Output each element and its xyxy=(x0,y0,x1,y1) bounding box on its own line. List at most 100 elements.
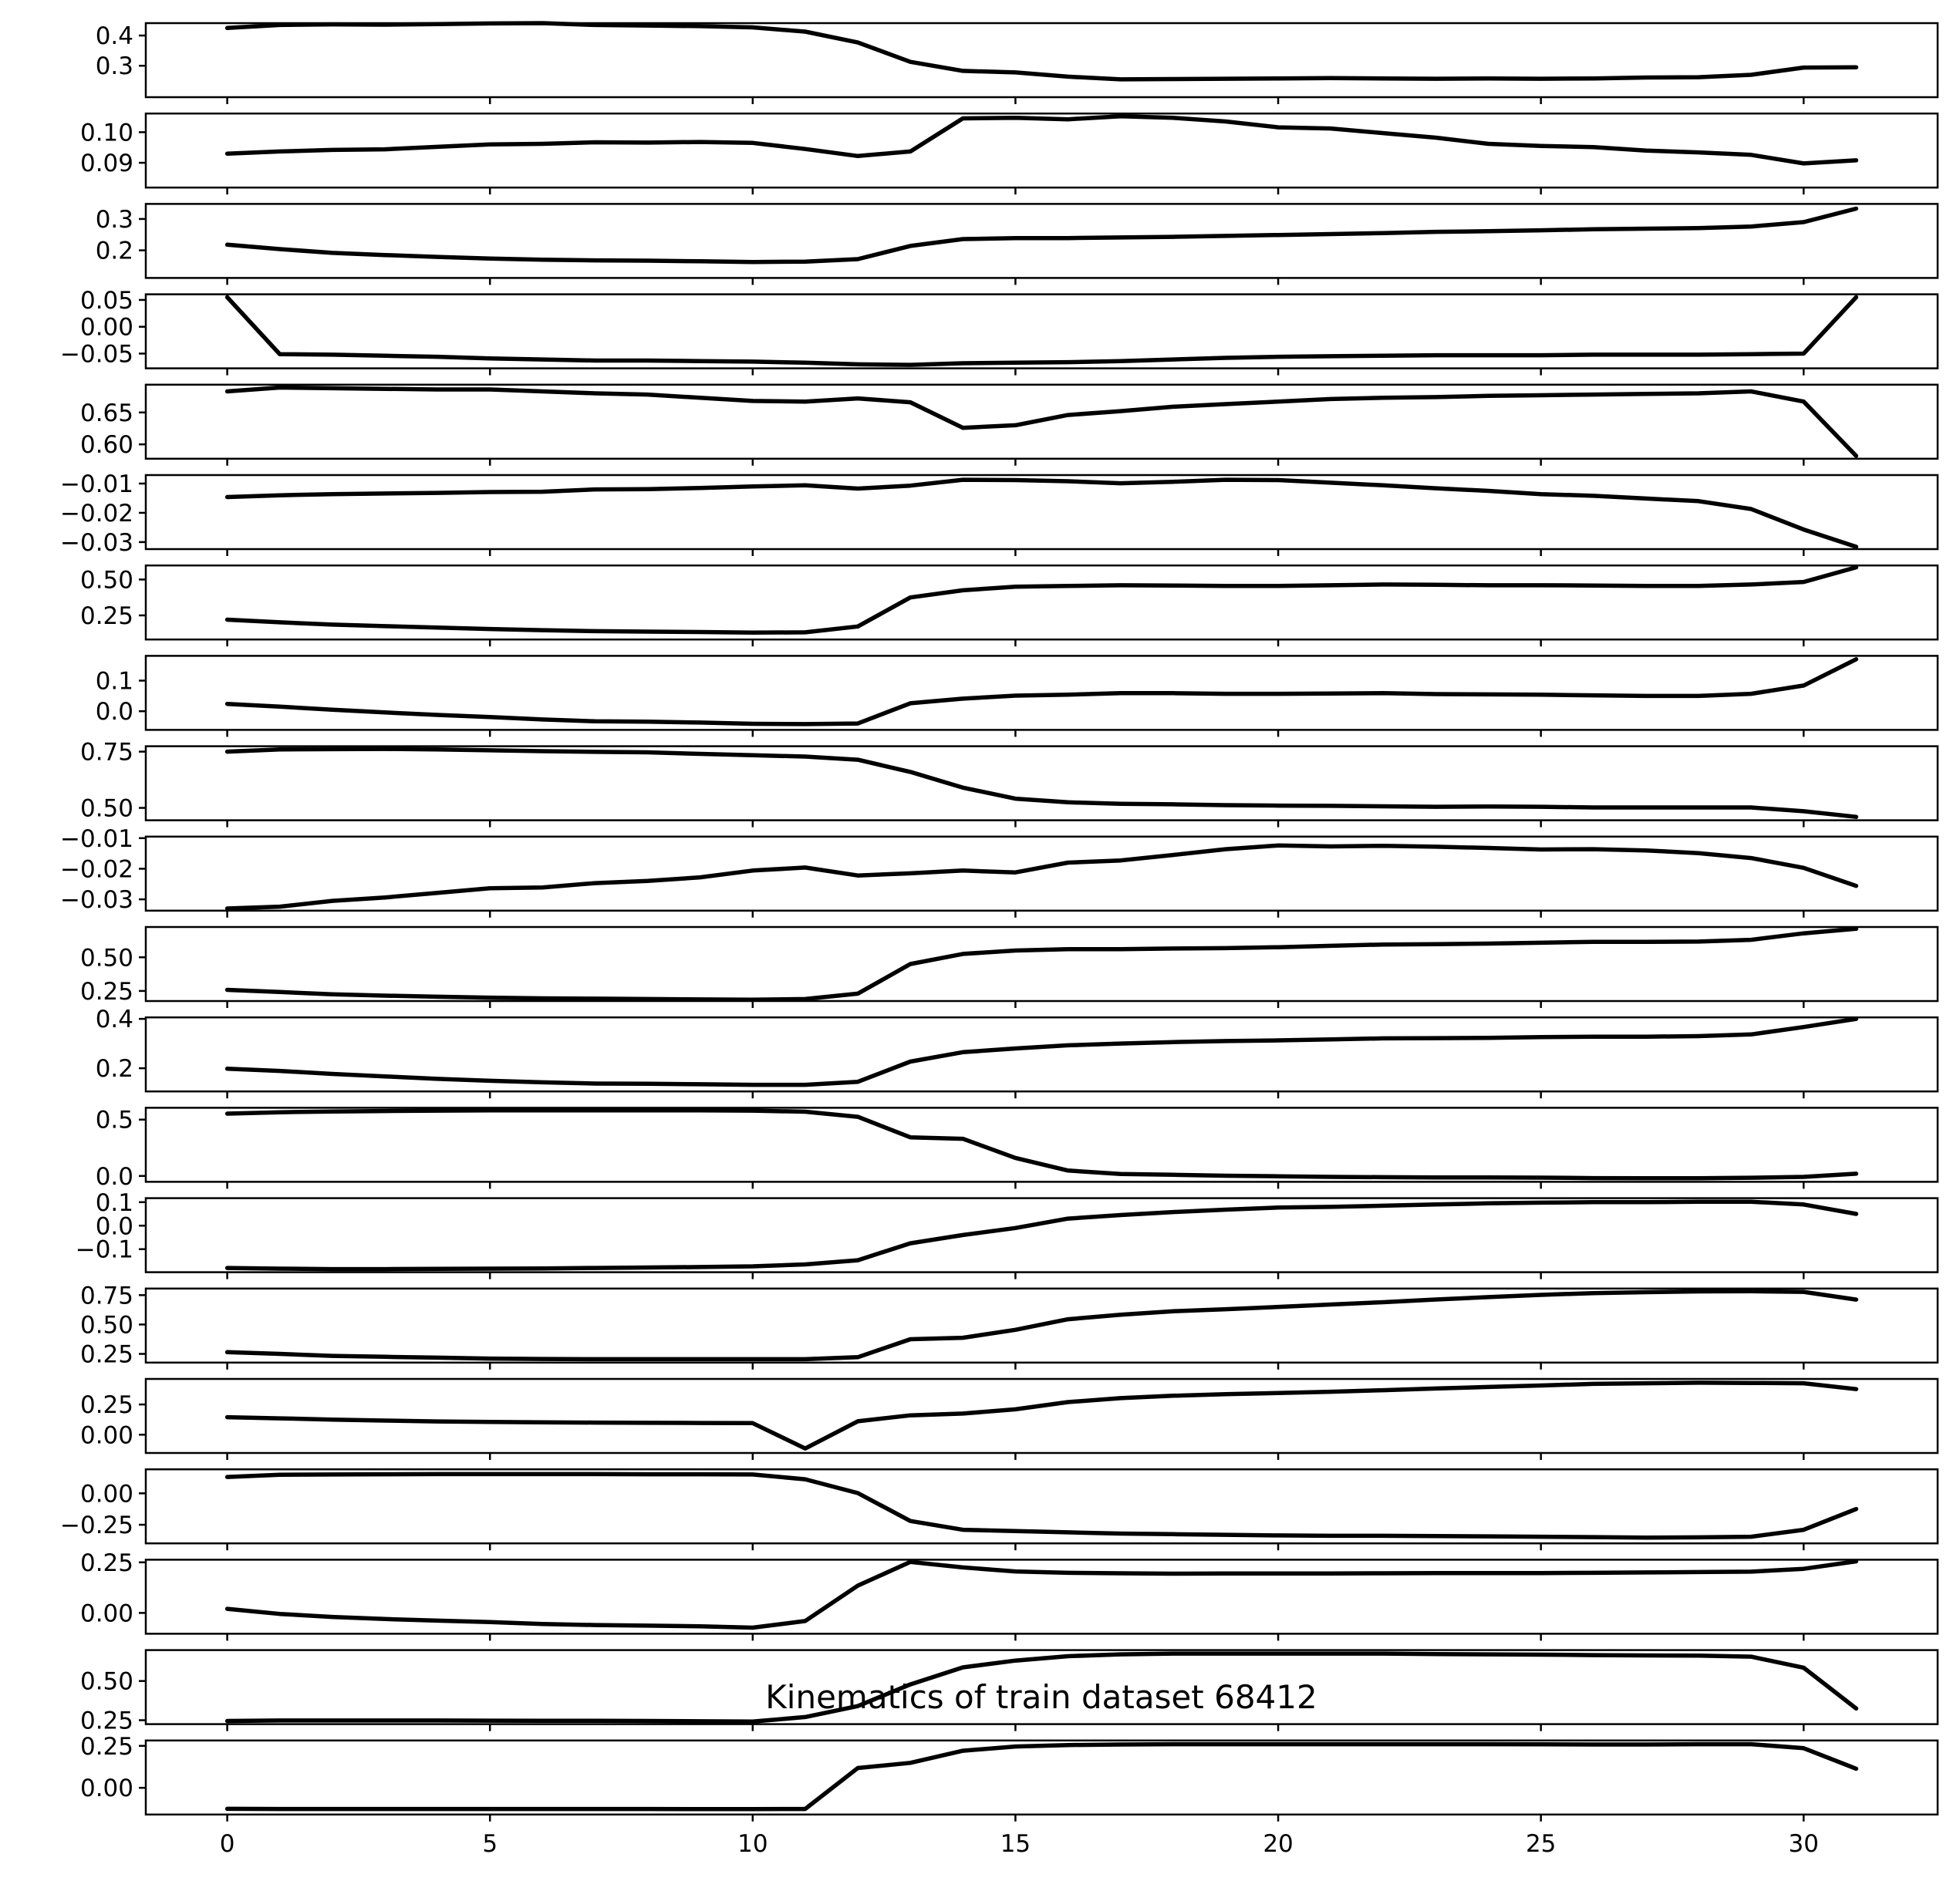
y-tick-label: 0.4 xyxy=(96,1006,133,1033)
series-line-14 xyxy=(224,1199,1859,1272)
y-tick-label: −0.01 xyxy=(60,470,133,498)
axes-frame xyxy=(144,203,1939,279)
axes-frame xyxy=(144,1468,1939,1545)
y-tick-label: −0.01 xyxy=(60,825,133,853)
axes-frame xyxy=(144,564,1939,641)
series-line-6 xyxy=(224,477,1859,549)
axes-frame xyxy=(144,1197,1939,1273)
axes-frame xyxy=(144,655,1939,731)
series-line-3 xyxy=(224,206,1859,265)
y-tick-label: 0.3 xyxy=(96,52,133,80)
x-tick-label: 15 xyxy=(1000,1830,1031,1858)
axes-frame xyxy=(144,383,1939,460)
x-tick-label: 20 xyxy=(1263,1830,1293,1858)
subplot-panels: 0.30.40.090.100.20.3−0.050.000.050.600.6… xyxy=(60,21,1939,1858)
y-tick-label: 0.5 xyxy=(96,1107,133,1134)
y-tick-label: 0.00 xyxy=(80,1775,133,1802)
subplot-1: 0.30.4 xyxy=(96,21,1939,104)
series-line-18 xyxy=(224,1559,1859,1630)
series-line-8 xyxy=(224,657,1859,726)
y-tick-label: 0.50 xyxy=(80,795,133,823)
x-tick-label: 10 xyxy=(737,1830,767,1858)
series-line-4 xyxy=(224,295,1859,367)
subplot-6: −0.03−0.02−0.01 xyxy=(60,470,1939,557)
y-tick-label: 0.50 xyxy=(80,566,133,594)
y-tick-label: 0.50 xyxy=(80,944,133,972)
series-line-20 xyxy=(224,1741,1859,1812)
axes-frame xyxy=(144,1107,1939,1183)
y-tick-label: 0.60 xyxy=(80,431,133,459)
axes-frame xyxy=(144,1287,1939,1364)
y-tick-label: 0.65 xyxy=(80,399,133,427)
x-tick-label: 0 xyxy=(220,1830,235,1858)
y-tick-label: 0.75 xyxy=(80,1282,133,1310)
y-tick-label: −0.02 xyxy=(60,500,133,528)
axes-frame xyxy=(144,1559,1939,1635)
subplot-16: 0.000.25 xyxy=(80,1377,1939,1460)
axes-frame xyxy=(144,745,1939,821)
y-tick-label: 0.05 xyxy=(80,287,133,315)
x-tick-label: 30 xyxy=(1789,1830,1819,1858)
y-tick-label: 0.10 xyxy=(80,119,133,147)
y-tick-label: 0.75 xyxy=(80,739,133,767)
series-line-16 xyxy=(224,1380,1859,1451)
subplot-4: −0.050.000.05 xyxy=(60,287,1939,376)
subplot-12: 0.2 0.4 xyxy=(96,1006,1939,1099)
y-tick-label: 0.2 xyxy=(96,1055,133,1083)
series-line-13 xyxy=(224,1108,1859,1181)
series-line-7 xyxy=(224,565,1859,635)
axes-frame xyxy=(144,1739,1939,1816)
axes-frame xyxy=(144,1649,1939,1725)
y-tick-label: 0.25 xyxy=(80,1391,133,1419)
y-tick-label: 0.00 xyxy=(80,314,133,342)
subplot-11: 0.25 0.50 xyxy=(80,925,1939,1008)
y-tick-label: −0.1 xyxy=(76,1236,133,1264)
x-tick-label: 25 xyxy=(1526,1830,1556,1858)
series-line-19 xyxy=(224,1651,1859,1724)
axes-frame xyxy=(144,1377,1939,1455)
subplot-3: 0.20.3 xyxy=(96,203,1939,285)
subplot-5: 0.60 0.65 xyxy=(80,383,1939,466)
series-line-9 xyxy=(224,747,1859,819)
axes-frame xyxy=(144,474,1939,551)
subplot-9: 0.50 0.75 xyxy=(80,739,1939,828)
subplot-7: 0.25 0.50 xyxy=(80,564,1939,647)
subplot-13: 0.0 0.5 xyxy=(96,1107,1939,1191)
y-tick-label: −0.03 xyxy=(60,886,133,914)
axes-frame xyxy=(144,112,1939,189)
y-tick-label: 0.50 xyxy=(80,1668,133,1696)
subplot-8: 0.00.1 xyxy=(96,655,1939,737)
axes-frame xyxy=(144,925,1939,1003)
series-line-17 xyxy=(224,1471,1859,1540)
y-tick-label: 0.09 xyxy=(80,150,133,177)
y-tick-label: 0.25 xyxy=(80,1707,133,1735)
axes-frame xyxy=(144,22,1939,99)
axes-frame xyxy=(144,293,1939,369)
y-tick-label: 0.00 xyxy=(80,1600,133,1627)
series-line-12 xyxy=(224,1016,1859,1087)
y-tick-label: 0.2 xyxy=(96,238,133,265)
subplot-2: 0.09 0.10 xyxy=(80,112,1939,195)
y-tick-label: 0.3 xyxy=(96,206,133,234)
y-tick-label: 0.25 xyxy=(80,602,133,630)
y-tick-label: 0.0 xyxy=(96,698,133,726)
y-tick-label: −0.02 xyxy=(60,855,133,883)
axes-frame xyxy=(144,1016,1939,1093)
series-line-10 xyxy=(224,843,1859,911)
subplot-17: −0.25 0.00 xyxy=(60,1468,1939,1551)
y-tick-label: 0.25 xyxy=(80,1341,133,1369)
axes-frame xyxy=(144,835,1939,912)
y-tick-label: 0.1 xyxy=(96,1189,133,1217)
y-tick-label: −0.25 xyxy=(60,1512,133,1539)
x-tick-label: 5 xyxy=(482,1830,498,1858)
subplot-19: 0.25 0.50 xyxy=(80,1649,1939,1735)
subplot-10: −0.03 −0.02−0.01 xyxy=(60,825,1939,918)
series-line-15 xyxy=(224,1289,1859,1362)
subplot-20: 0.00 0.25 0 5 10 15 20 25 30 xyxy=(80,1733,1939,1858)
subplot-15: 0.250.500.75 xyxy=(80,1282,1939,1370)
y-tick-label: 0.50 xyxy=(80,1311,133,1339)
y-tick-label: 0.4 xyxy=(96,22,133,50)
y-tick-label: 0.00 xyxy=(80,1480,133,1508)
figure-title: Kinematics of train dataset 68412 xyxy=(765,1678,1317,1716)
